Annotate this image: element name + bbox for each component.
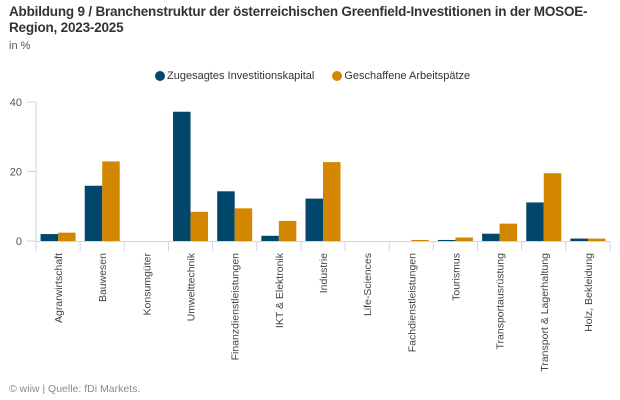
bar-investment[interactable] [305, 198, 324, 241]
bar-investment[interactable] [84, 185, 103, 241]
legend: Zugesagtes Investitionskapital Geschaffe… [155, 70, 488, 82]
x-axis: Agrarwirtschaft Bauwesen Konsumgüter Umwelt… [35, 241, 611, 372]
bar-investment[interactable] [570, 238, 588, 241]
legend-item-jobs[interactable]: Geschaffene Arbeitspätze [332, 70, 470, 82]
x-category-label: Transportausrüstung [495, 253, 507, 350]
bar-jobs[interactable] [455, 237, 473, 241]
x-category-label: Umwelttechnik [186, 252, 198, 321]
bar-investment[interactable] [437, 239, 456, 241]
x-category-label: Fachdienstleistungen [406, 253, 418, 352]
bar-investment[interactable] [261, 235, 279, 241]
bar-investment[interactable] [526, 202, 544, 241]
legend-item-investment[interactable]: Zugesagtes Investitionskapital [155, 70, 314, 82]
x-category-label: Transport & Lagerhaltung [539, 253, 551, 372]
x-category-label: Holz, Bekleidung [583, 253, 595, 332]
bar-investment[interactable] [482, 233, 500, 241]
bar-investment[interactable] [173, 111, 191, 241]
unit-label: in % [9, 40, 31, 52]
x-category-label: Agrarwirtschaft [53, 253, 65, 323]
bar-investment[interactable] [40, 234, 59, 241]
bar-jobs[interactable] [234, 208, 253, 241]
x-category-label: Life-Sciences [362, 253, 374, 316]
legend-marker-jobs-icon [332, 71, 343, 81]
bar-jobs[interactable] [58, 232, 76, 241]
bar-jobs[interactable] [543, 173, 562, 241]
bar-jobs[interactable] [499, 223, 518, 242]
bars [40, 111, 606, 242]
bar-jobs[interactable] [587, 238, 606, 241]
chart-title: Abbildung 9 / Branchenstruktur der öster… [9, 4, 588, 35]
legend-marker-investment-icon [155, 71, 165, 81]
y-tick-label: 0 [16, 236, 22, 248]
bar-jobs[interactable] [190, 211, 209, 241]
y-tick-label: 20 [10, 167, 22, 179]
bar-investment[interactable] [217, 191, 235, 241]
x-category-label: Bauwesen [97, 253, 109, 302]
legend-label-jobs: Geschaffene Arbeitspätze [344, 70, 471, 82]
bar-jobs[interactable] [102, 161, 120, 241]
bar-jobs[interactable] [278, 220, 297, 241]
source-note: © wiiw | Quelle: fDi Markets. [9, 383, 141, 395]
x-category-label: Konsumgüter [141, 252, 153, 315]
legend-label-investment: Zugesagtes Investitionskapital [167, 70, 315, 82]
x-category-label: IKT & Elektronik [274, 252, 286, 328]
x-category-label: Tourismus [450, 253, 462, 301]
x-category-label: Finanzdienstleistungen [230, 253, 242, 361]
x-category-label: Industrie [318, 253, 330, 293]
bar-jobs[interactable] [411, 239, 429, 241]
y-tick-label: 40 [10, 97, 22, 109]
bar-jobs[interactable] [323, 162, 341, 241]
y-axis: 0 20 40 [10, 97, 37, 248]
